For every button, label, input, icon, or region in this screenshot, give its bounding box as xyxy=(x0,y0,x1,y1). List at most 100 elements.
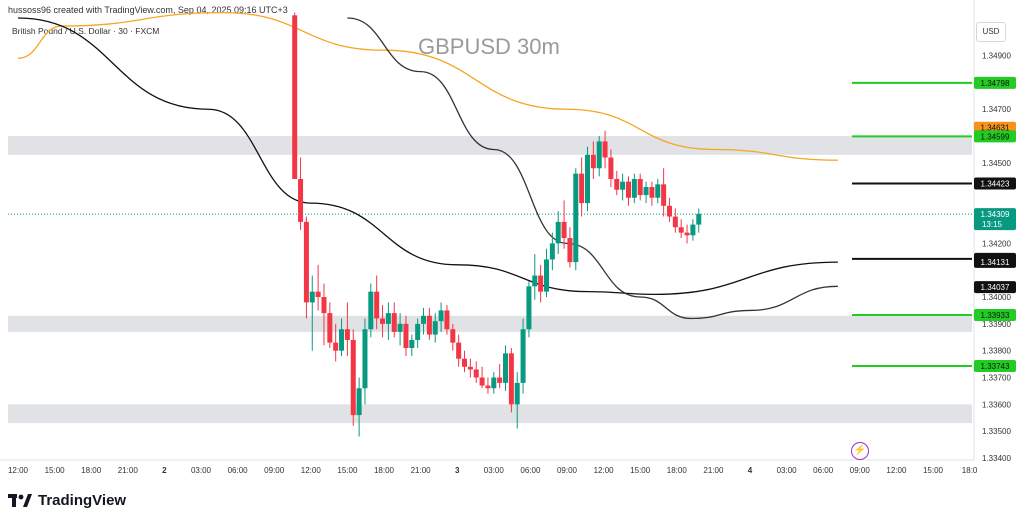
candle-body xyxy=(327,313,333,343)
time-tick-label: 18:00 xyxy=(81,466,102,475)
price-tag-label: 1.34631 xyxy=(981,124,1010,133)
moving-average-line xyxy=(17,11,838,161)
candle-body xyxy=(696,213,702,225)
candle-body xyxy=(432,321,438,335)
candle-body xyxy=(403,323,409,348)
price-tag-label: 1.34798 xyxy=(981,79,1010,88)
price-tag xyxy=(974,281,1016,294)
price-tag xyxy=(974,359,1016,372)
time-tick-label: 18:00 xyxy=(374,466,395,475)
candle-body xyxy=(467,366,473,370)
chart-watermark: GBPUSD 30m xyxy=(418,34,560,59)
price-tick-label: 1.34200 xyxy=(982,239,1011,248)
candle-body xyxy=(549,243,555,260)
candle-body xyxy=(590,154,596,169)
currency-button[interactable]: USD xyxy=(976,22,1006,42)
tradingview-logo-icon xyxy=(8,493,32,507)
candle-body xyxy=(309,291,315,303)
time-tick-label: 15:00 xyxy=(337,466,358,475)
sr-zone xyxy=(8,404,972,424)
candle-body xyxy=(321,297,327,314)
candle-body xyxy=(573,173,579,263)
price-tick-label: 1.33800 xyxy=(982,347,1011,356)
price-tick-label: 1.34700 xyxy=(982,105,1011,114)
level-layer xyxy=(8,81,972,367)
candle-body xyxy=(584,154,590,204)
time-tick-label: 21:00 xyxy=(118,466,139,475)
candle-body xyxy=(555,221,561,244)
price-tick-label: 1.33900 xyxy=(982,320,1011,329)
candle-body xyxy=(391,313,397,332)
time-tick-label: 3 xyxy=(455,466,460,475)
author-line: hussoss96 created with TradingView.com, … xyxy=(8,5,288,15)
candle-body xyxy=(333,342,339,351)
candle-body xyxy=(380,318,386,324)
price-tag xyxy=(974,177,1016,190)
price-tag-label: 1.34037 xyxy=(981,283,1010,292)
time-tick-label: 18:0 xyxy=(962,466,978,475)
moving-average-line xyxy=(17,17,838,295)
candle-body xyxy=(637,178,643,196)
time-tick-label: 15:00 xyxy=(45,466,66,475)
candle-body xyxy=(339,329,345,351)
candle-body xyxy=(620,181,626,190)
sr-zone xyxy=(8,136,972,155)
lightning-icon[interactable]: ⚡ xyxy=(851,442,869,460)
time-tick-label: 2 xyxy=(162,466,167,475)
zone-layer xyxy=(8,136,972,424)
time-tick-label: 12:00 xyxy=(8,466,29,475)
candle-body xyxy=(456,342,462,359)
candle-body xyxy=(491,377,497,389)
price-tag-label: 1.34423 xyxy=(981,180,1010,189)
candle-body xyxy=(579,173,585,204)
candle-body xyxy=(374,291,380,319)
candle-body xyxy=(538,275,544,292)
candle-body xyxy=(666,205,672,217)
time-tick-label: 21:00 xyxy=(411,466,432,475)
candle-body xyxy=(362,329,368,389)
candle-body xyxy=(479,377,485,386)
time-tick-label: 09:00 xyxy=(264,466,285,475)
candle-body xyxy=(643,187,649,196)
moving-average-layer xyxy=(17,11,838,320)
candle-body xyxy=(532,275,538,287)
candle-body xyxy=(567,238,573,263)
candle-body xyxy=(292,15,298,179)
candle-body xyxy=(356,388,362,416)
price-tag xyxy=(974,255,1016,268)
symbol-description[interactable]: British Pound / U.S. Dollar · 30 · FXCM xyxy=(12,26,160,36)
price-tag-label: 1.34599 xyxy=(981,132,1010,141)
candle-body xyxy=(544,259,550,292)
time-tick-label: 21:00 xyxy=(703,466,724,475)
candle-body xyxy=(596,141,602,169)
price-tag-label: 1.33933 xyxy=(981,311,1010,320)
candle-body xyxy=(608,157,614,179)
candle-body xyxy=(421,315,427,324)
candle-body xyxy=(444,310,450,330)
candle-body xyxy=(350,339,356,416)
price-tick-label: 1.33700 xyxy=(982,374,1011,383)
candle-body xyxy=(526,286,532,330)
current-price-label: 1.34309 xyxy=(981,210,1010,219)
current-price-tag xyxy=(974,208,1016,231)
price-tick-label: 1.33400 xyxy=(982,454,1011,463)
price-tick-label: 1.33500 xyxy=(982,427,1011,436)
price-tag-label: 1.34131 xyxy=(981,258,1010,267)
price-tag xyxy=(974,76,1016,89)
candle-body xyxy=(672,216,678,228)
candle-body xyxy=(497,377,503,383)
candle-body xyxy=(631,178,637,198)
time-tick-label: 12:00 xyxy=(301,466,322,475)
time-tick-label: 15:00 xyxy=(630,466,651,475)
tradingview-logo-text: TradingView xyxy=(38,492,127,509)
candle-body xyxy=(415,323,421,340)
time-tick-label: 03:00 xyxy=(191,466,212,475)
candle-body xyxy=(602,141,608,158)
tradingview-logo: TradingView xyxy=(8,492,126,509)
candle-body xyxy=(473,369,479,378)
moving-average-line xyxy=(347,17,838,320)
time-tick-label: 4 xyxy=(748,466,753,475)
candle-body xyxy=(655,184,661,198)
candle-body xyxy=(678,227,684,233)
